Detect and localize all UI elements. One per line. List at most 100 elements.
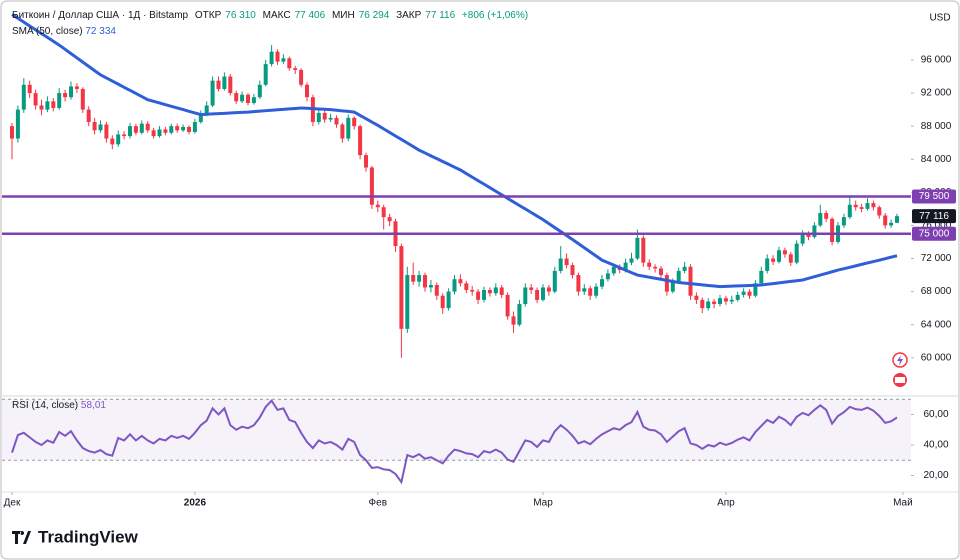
high: 77 406 — [294, 10, 326, 21]
brand: TradingView — [38, 527, 139, 546]
candle-body — [39, 105, 44, 110]
candle-body — [529, 287, 534, 290]
sma-line — [11, 13, 898, 289]
candle-body — [293, 68, 298, 70]
candle-body — [505, 294, 510, 317]
candle-body — [541, 287, 545, 300]
symbol-header: Биткоин / Доллар США · 1Д · Bitstamp ОТК… — [12, 10, 532, 21]
candle-body — [157, 129, 162, 137]
logo: TradingView — [12, 527, 139, 546]
candle-body — [192, 122, 197, 132]
level-badge — [912, 226, 956, 241]
candle-body — [74, 86, 79, 89]
candle-body — [104, 124, 109, 139]
candle-body — [576, 275, 581, 292]
candle-body — [434, 284, 439, 296]
candle-body — [647, 262, 652, 267]
level-label: 75 000 — [919, 228, 950, 239]
lightning — [897, 355, 903, 366]
candle-body — [865, 203, 870, 209]
candle-body — [334, 117, 339, 125]
candle-body — [794, 243, 799, 263]
candle-body — [753, 283, 758, 296]
candle-body — [623, 262, 628, 271]
candle-body — [611, 266, 616, 274]
sma-value: 72 334 — [85, 26, 116, 37]
y-tick-label: 88 000 — [921, 121, 952, 132]
candle-body — [747, 291, 752, 296]
candle-body — [364, 155, 368, 168]
candle-body — [777, 250, 781, 262]
candle-body — [641, 237, 646, 263]
candle-body — [358, 126, 363, 156]
candle-body — [128, 126, 132, 137]
candle-body — [629, 258, 634, 263]
sma-legend[interactable]: SMA (50, close) 72 334 — [12, 26, 116, 37]
close: 77 116 — [425, 10, 456, 21]
candle-body — [116, 134, 121, 145]
open-label: ОТКР — [194, 10, 222, 21]
last-price-label: 77 116 — [919, 211, 949, 222]
side-icons[interactable] — [892, 352, 908, 387]
candle-body — [788, 254, 793, 263]
candle-body — [517, 304, 522, 325]
candle-body — [847, 204, 852, 218]
candle-body — [476, 291, 481, 300]
candle-body — [535, 289, 540, 300]
candle-body — [523, 287, 528, 305]
candle-body — [682, 266, 687, 271]
candle-body — [411, 275, 416, 282]
rsi-tick-label: 60,00 — [923, 409, 948, 420]
candle-body — [493, 287, 498, 294]
candle-body — [92, 122, 97, 131]
candle-body — [10, 126, 14, 139]
candle-body — [405, 275, 410, 329]
candle-body — [57, 93, 62, 108]
candle-body — [871, 203, 876, 208]
candle-body — [139, 123, 144, 133]
candle-body — [718, 298, 722, 305]
candle-body — [80, 88, 85, 110]
candle-body — [216, 80, 221, 89]
candle-body — [287, 58, 292, 69]
candle-body — [653, 266, 658, 269]
candle-body — [246, 94, 250, 103]
candle-body — [417, 275, 422, 282]
candle-body — [263, 64, 268, 85]
candle-body — [605, 273, 610, 280]
high-label: МАКС — [262, 10, 291, 21]
candle-body — [198, 113, 203, 123]
candle-body — [570, 265, 575, 276]
candle-body — [21, 84, 26, 110]
candle-body — [883, 215, 888, 226]
candle-body — [228, 76, 233, 94]
candle-body — [251, 97, 256, 103]
candle-body — [181, 126, 186, 131]
candle-body — [458, 279, 463, 284]
candle-body — [735, 294, 740, 300]
candle-body — [659, 268, 663, 276]
candle-body — [169, 126, 174, 133]
candle-body — [175, 126, 180, 131]
candle-body — [15, 109, 20, 139]
candle-body — [800, 233, 805, 244]
rsi-legend[interactable]: RSI (14, close) 58,01 — [12, 400, 106, 411]
change: +806 (+1,06%) — [461, 10, 529, 21]
candle-body — [375, 204, 380, 208]
candle-body — [670, 281, 675, 292]
candle-body — [27, 84, 32, 94]
candle-body — [257, 84, 262, 98]
y-tick-label: 76 000 — [921, 220, 952, 231]
close-label: ЗАКР — [396, 10, 422, 21]
candle-body — [694, 295, 699, 300]
candle-body — [387, 217, 392, 222]
currency[interactable]: USD — [929, 13, 950, 24]
y-tick-label: 96 000 — [921, 55, 952, 66]
candle-body — [600, 279, 604, 287]
candle-body — [511, 316, 516, 325]
candle-body — [145, 123, 150, 131]
candle-body — [635, 237, 640, 259]
y-tick-label: 84 000 — [921, 154, 952, 165]
